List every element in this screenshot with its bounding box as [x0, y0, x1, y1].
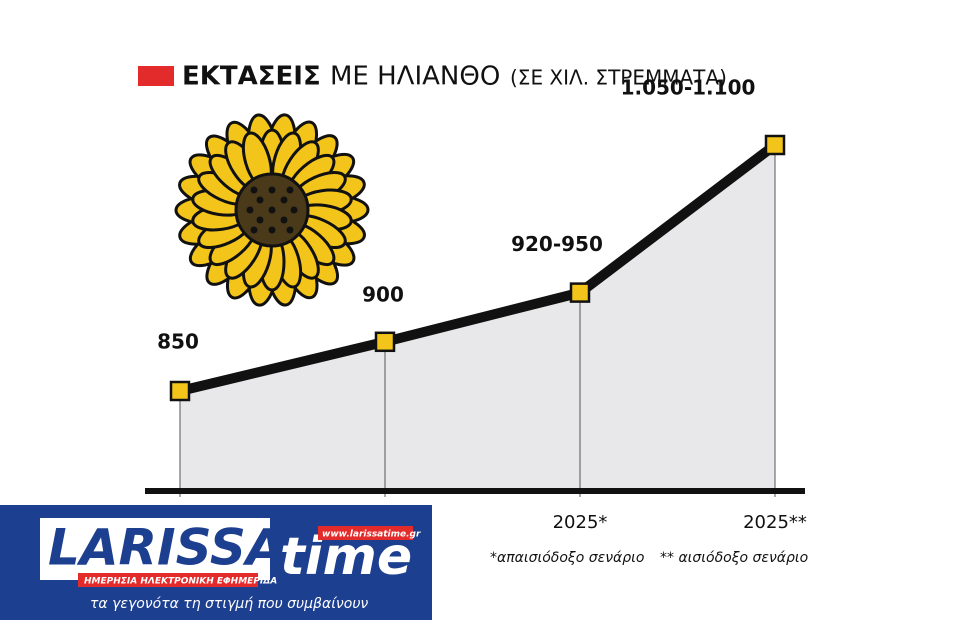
logo: LARISSA time www.larissatime.gr ΗΜΕΡΗΣΙΑ… [0, 505, 432, 620]
logo-panel [40, 518, 270, 580]
logo-slogan: τα γεγονότα τη στιγμή που συμβαίνουν [90, 596, 368, 612]
line [178, 141, 779, 396]
marker [374, 331, 396, 353]
seed [250, 186, 258, 194]
seed [286, 226, 294, 234]
value-label: 900 [362, 282, 404, 306]
logo-url-bg [318, 526, 413, 540]
logo-tagline: ΗΜΕΡΗΣΙΑ ΗΛΕΚΤΡΟΝΙΚΗ ΕΦΗΜΕΡΙΔΑ [84, 577, 277, 587]
seed [246, 206, 254, 214]
value-label: 1.050-1.100 [621, 76, 756, 100]
title-marker [138, 66, 174, 86]
seed [280, 216, 288, 224]
logo-url: www.larissatime.gr [322, 530, 421, 540]
marker [169, 380, 191, 402]
logo-tagline-bg [78, 573, 258, 587]
seed [256, 196, 264, 204]
chart-subtitle: (ΣΕ ΧΙΛ. ΣΤΡΕΜΜΑΤΑ) [510, 66, 727, 90]
logo-name: LARISSA [48, 519, 285, 577]
x-tick-label: 2025** [743, 512, 807, 533]
area [180, 145, 775, 491]
seed [256, 216, 264, 224]
note: *απαισιόδοξο σενάριο [490, 550, 644, 566]
seed [290, 206, 298, 214]
note: ** αισιόδοξο σενάριο [660, 550, 808, 566]
marker [764, 134, 786, 156]
seed [268, 186, 276, 194]
chart-title-bold: ΕΚΤΑΣΕΙΣ [182, 62, 321, 92]
x-tick-label: 2025* [553, 512, 608, 533]
seed [268, 206, 276, 214]
seed [286, 186, 294, 194]
value-label: 920-950 [511, 232, 603, 256]
sunflower [174, 113, 370, 307]
seed [250, 226, 258, 234]
chart-title: ΜΕ ΗΛΙΑΝΘΟ [330, 62, 500, 92]
value-label: 850 [157, 330, 199, 354]
seed [280, 196, 288, 204]
seed [268, 226, 276, 234]
marker [569, 282, 591, 303]
